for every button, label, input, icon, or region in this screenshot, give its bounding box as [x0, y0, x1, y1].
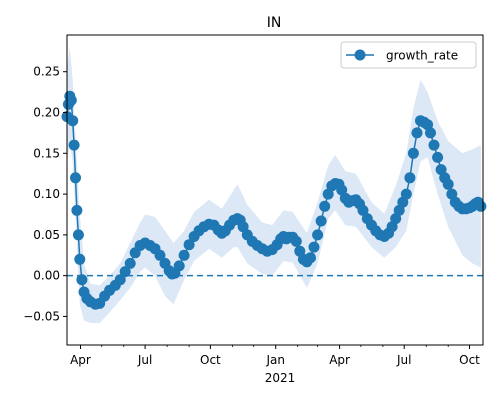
y-tick-label: 0.15	[33, 146, 60, 160]
data-point	[432, 151, 444, 163]
x-axis-year-label: 2021	[265, 371, 296, 385]
y-tick-label: 0.05	[33, 228, 60, 242]
data-point	[400, 188, 412, 200]
confidence-band	[67, 47, 481, 323]
legend: growth_rate	[340, 41, 477, 69]
data-point	[71, 204, 83, 216]
data-point	[425, 127, 436, 139]
data-point	[319, 200, 331, 212]
data-point	[178, 249, 190, 261]
data-point	[407, 147, 419, 159]
legend-marker	[354, 49, 366, 61]
data-point	[411, 127, 423, 139]
data-point	[114, 274, 126, 286]
chart-title: IN	[267, 15, 282, 31]
data-point	[154, 249, 166, 261]
data-point	[357, 204, 369, 216]
data-point	[74, 253, 86, 265]
plot-frame	[66, 34, 484, 346]
x-tick-label: Oct	[200, 353, 221, 367]
data-point	[76, 274, 88, 286]
x-tick-label: Jul	[396, 353, 411, 367]
data-point	[322, 188, 334, 200]
data-point	[124, 257, 136, 269]
data-point	[183, 239, 195, 251]
axes: −0.05 0.00 0.05 0.10 0.15 0.20 0.25 Apr Jul Oct Ja…	[23, 34, 484, 367]
data-point	[336, 184, 348, 196]
data-point	[393, 204, 405, 216]
data-point	[442, 178, 454, 190]
data-point	[72, 229, 84, 241]
confidence-band-area	[67, 47, 481, 323]
data-point	[428, 139, 440, 151]
growth-rate-series	[61, 90, 487, 310]
data-point	[404, 172, 416, 184]
data-point	[68, 139, 80, 151]
x-tick-label: Oct	[459, 353, 480, 367]
data-point	[390, 213, 402, 225]
x-tick-label: Apr	[329, 353, 350, 367]
data-point	[290, 235, 302, 247]
legend-box	[340, 41, 477, 69]
data-point	[315, 215, 327, 227]
x-tick-label: Jul	[137, 353, 152, 367]
y-tick-label: −0.05	[23, 309, 60, 323]
y-tick-label: 0.25	[33, 65, 60, 79]
data-point	[65, 94, 77, 106]
data-point	[312, 229, 324, 241]
data-point	[173, 260, 185, 272]
x-tick-label: Jan	[265, 353, 285, 367]
data-point	[70, 172, 81, 184]
legend-label-growth-rate: growth_rate	[386, 49, 458, 63]
data-point	[119, 266, 131, 278]
y-tick-label: 0.20	[33, 106, 60, 120]
data-point	[475, 200, 487, 212]
y-tick-label: 0.00	[33, 269, 60, 283]
data-point	[67, 115, 79, 127]
x-tick-label: Apr	[70, 353, 91, 367]
data-point	[308, 241, 320, 253]
y-tick-label: 0.10	[33, 187, 60, 201]
data-point	[435, 164, 447, 176]
data-point	[305, 252, 316, 264]
data-point	[237, 221, 249, 233]
